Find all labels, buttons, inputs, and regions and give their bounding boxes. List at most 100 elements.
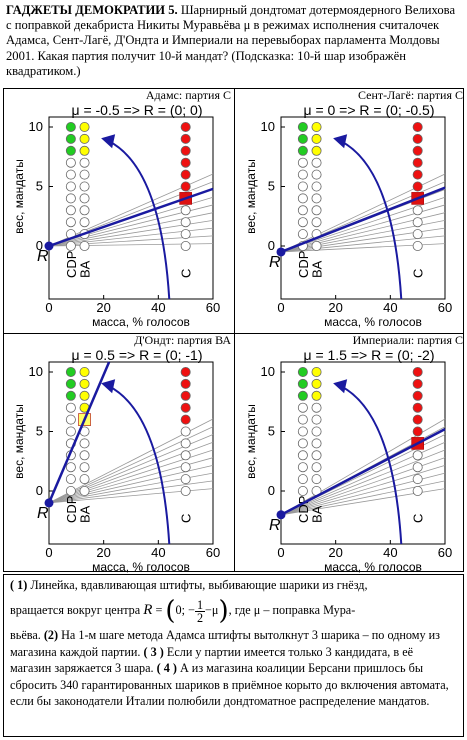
ball — [311, 390, 322, 401]
ball — [79, 157, 90, 168]
rotation-arrow — [108, 385, 171, 545]
grid-divider-horizontal — [3, 333, 464, 334]
y-tick-label: 10 — [29, 364, 43, 379]
ball — [311, 205, 322, 216]
ball — [180, 181, 191, 192]
ball — [180, 390, 191, 401]
formula-paren-close: ) — [218, 596, 229, 627]
ball — [412, 240, 423, 251]
ball — [180, 145, 191, 156]
x-tick-label: 0 — [45, 545, 52, 560]
ball — [79, 145, 90, 156]
panel-plot: μ = -0.5 => R = (0; 0) 0 5 10 0 20 40 60 масса, … — [12, 102, 220, 329]
panel-dhondt: Д'Ондт: партия ВА μ = 0.5 => R = (0; -1)… — [3, 334, 234, 575]
ball — [79, 240, 90, 251]
ball — [311, 378, 322, 389]
ball — [297, 133, 308, 144]
note-4-text: А из магазина коалиции Берсани пришлось … — [10, 661, 449, 709]
ball — [79, 462, 90, 473]
fan-line — [48, 480, 214, 504]
x-tick-label: 0 — [45, 300, 52, 315]
ball — [297, 193, 308, 204]
ball — [180, 485, 191, 496]
ball — [79, 133, 90, 144]
ball — [180, 426, 191, 437]
x-tick-label: 20 — [96, 545, 110, 560]
pivot-point — [276, 247, 286, 257]
ball — [311, 450, 322, 461]
y-tick-label: 5 — [268, 179, 275, 194]
party-label: C — [179, 514, 194, 523]
ball — [79, 378, 90, 389]
ball — [65, 390, 76, 401]
ball — [412, 205, 423, 216]
y-axis-label: вес, мандаты — [244, 159, 258, 234]
ball — [412, 122, 423, 133]
panel-formula: μ = -0.5 => R = (0; 0) — [71, 102, 202, 118]
pivot-label: R — [37, 505, 49, 522]
ball — [412, 367, 423, 378]
note-3-number: ( 3 ) — [143, 644, 164, 659]
y-tick-label: 10 — [261, 119, 275, 134]
formula-paren-open: ( — [165, 596, 176, 627]
y-tick-label: 5 — [36, 179, 43, 194]
ball — [180, 367, 191, 378]
x-tick-label: 60 — [206, 545, 220, 560]
pivot-point — [44, 241, 54, 251]
ball — [65, 217, 76, 228]
panel-title: Сент-Лагё: партия С — [358, 88, 463, 102]
ball — [311, 157, 322, 168]
formula-R: R — [143, 602, 153, 619]
ball — [297, 414, 308, 425]
panel-grid — [3, 88, 464, 572]
ball — [65, 485, 76, 496]
ball — [65, 402, 76, 413]
note-2-prefix: вьёва. — [10, 628, 44, 643]
ball — [412, 474, 423, 485]
ball — [297, 378, 308, 389]
party-label: CDP — [296, 251, 311, 278]
plot-frame — [48, 361, 214, 545]
ball — [412, 229, 423, 240]
ball — [412, 426, 423, 437]
party-label: CDP — [64, 251, 79, 278]
panel-plot: μ = 0.5 => R = (0; -1) 0 5 10 0 20 40 60 масса, … — [12, 347, 220, 574]
note-1-number: ( 1) — [10, 578, 28, 592]
ball — [412, 414, 423, 425]
ball — [412, 450, 423, 461]
ball — [311, 181, 322, 192]
fraction-numerator: 1 — [194, 598, 206, 613]
x-axis-label: масса, % голосов — [324, 560, 422, 574]
ball — [65, 367, 76, 378]
ball — [79, 485, 90, 496]
footer-line-2: вращается вокруг центра R = (0; −1 2 −μ), … — [10, 593, 457, 627]
panel-plot: μ = 0 => R = (0; -0.5) 0 5 10 0 20 40 60 масса, … — [244, 102, 452, 329]
y-tick-label: 0 — [268, 483, 275, 498]
ball — [412, 145, 423, 156]
fraction-denominator: 2 — [196, 611, 204, 626]
ball — [412, 402, 423, 413]
note-3-text: Если у партии имеется только 3 кандидата… — [10, 644, 414, 676]
x-tick-label: 60 — [206, 300, 220, 315]
header-text: ГАДЖЕТЫ ДЕМОКРАТИИ 5. Шарнирный дондтома… — [6, 3, 462, 79]
ball — [180, 378, 191, 389]
arrow-head — [333, 134, 348, 149]
ball — [297, 462, 308, 473]
ball — [65, 205, 76, 216]
x-tick-label: 40 — [383, 300, 397, 315]
y-tick-label: 0 — [36, 238, 43, 253]
ball — [311, 240, 322, 251]
ball — [65, 157, 76, 168]
y-tick-label: 10 — [29, 119, 43, 134]
formula-minus: − — [188, 603, 195, 618]
note-1-text: Линейка, вдавливающая штифты, выбивающие… — [27, 578, 368, 592]
fan-line — [280, 465, 446, 516]
party-label: CDP — [64, 496, 79, 523]
ball — [180, 240, 191, 251]
x-tick-label: 60 — [438, 300, 452, 315]
ball — [297, 145, 308, 156]
note-1-text2: вращается вокруг центра — [10, 603, 144, 618]
ball — [180, 133, 191, 144]
ball — [65, 474, 76, 485]
ball — [311, 122, 322, 133]
